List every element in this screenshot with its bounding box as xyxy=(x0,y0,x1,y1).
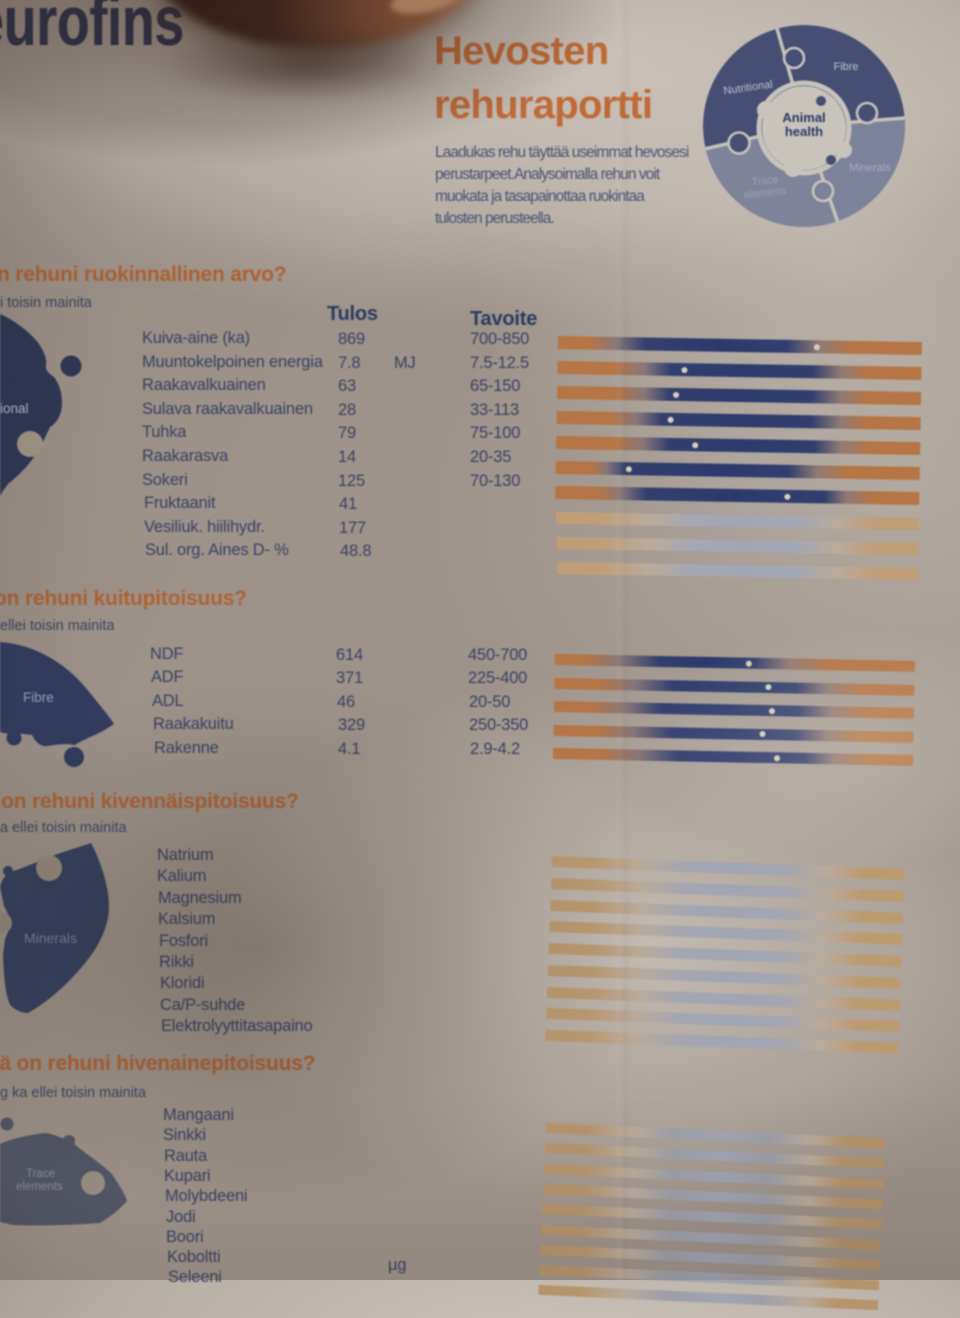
svg-text:Trace: Trace xyxy=(26,1168,55,1180)
svg-text:elements: elements xyxy=(16,1181,63,1193)
